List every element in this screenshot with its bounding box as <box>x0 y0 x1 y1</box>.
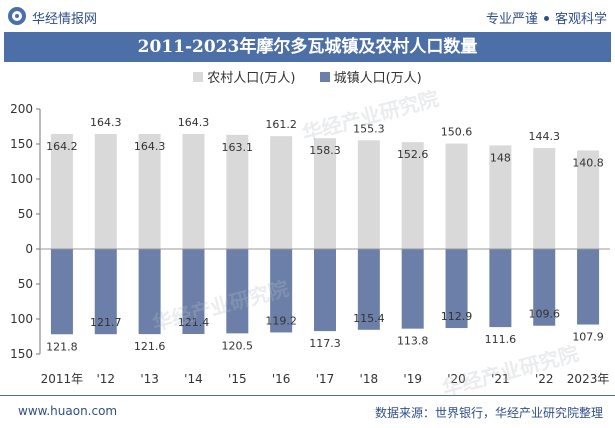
x-tick-label: 2023年 <box>567 372 610 386</box>
bar-urban <box>357 249 380 330</box>
bar-rural <box>270 136 293 249</box>
bar-urban <box>226 249 249 334</box>
x-tick-label: '12 <box>96 372 115 386</box>
legend-item-urban: 城镇人口(万人) <box>319 67 422 86</box>
data-label-rural: 155.3 <box>353 122 385 135</box>
x-tick-label: '15 <box>228 372 247 386</box>
bar-urban <box>50 249 73 335</box>
bar-rural <box>445 143 468 249</box>
x-tick-label: '20 <box>447 372 466 386</box>
bar-urban <box>94 249 117 335</box>
chart-legend: 农村人口(万人) 城镇人口(万人) <box>0 67 615 86</box>
bar-rural <box>226 134 249 249</box>
data-label-urban: 107.9 <box>572 331 604 344</box>
data-label-rural: 150.6 <box>441 126 473 139</box>
tagline: 专业严谨 客观科学 <box>486 8 607 27</box>
bar-rural <box>182 133 205 249</box>
bar-rural <box>489 145 512 249</box>
header-bar: 华经情报网 专业严谨 客观科学 <box>0 0 615 32</box>
footer-url: www.huaon.com <box>18 404 118 418</box>
data-label-rural: 164.3 <box>90 116 122 129</box>
data-label-urban: 120.5 <box>222 339 254 352</box>
data-label-urban: 115.4 <box>353 312 385 325</box>
data-label-urban: 112.9 <box>441 310 473 323</box>
data-label-rural: 152.6 <box>397 148 429 161</box>
bar-rural <box>94 133 117 249</box>
x-tick-label: '13 <box>140 372 159 386</box>
bar-urban <box>489 249 512 328</box>
data-label-urban: 111.6 <box>485 333 517 346</box>
data-label-urban: 121.7 <box>90 316 122 329</box>
x-tick-label: '18 <box>360 372 379 386</box>
bar-urban <box>577 249 600 325</box>
bar-rural <box>357 140 380 249</box>
data-label-rural: 164.3 <box>134 140 166 153</box>
brand-name: 华经情报网 <box>32 12 98 27</box>
data-label-rural: 164.3 <box>178 116 210 129</box>
data-label-urban: 113.8 <box>397 335 429 348</box>
bar-urban <box>445 249 468 329</box>
y-tick-label: 0 <box>25 242 33 256</box>
data-label-rural: 144.3 <box>528 130 560 143</box>
x-tick-label: '17 <box>316 372 335 386</box>
x-tick-label: '14 <box>184 372 203 386</box>
legend-swatch-rural <box>193 71 204 82</box>
logo-icon <box>8 7 26 25</box>
data-label-urban: 109.6 <box>528 308 560 321</box>
y-tick-label: 150 <box>10 347 33 361</box>
chart-title: 2011-2023年摩尔多瓦城镇及农村人口数量 <box>4 32 611 62</box>
tagline-right: 客观科学 <box>554 12 607 27</box>
tagline-left: 专业严谨 <box>485 12 538 27</box>
data-label-rural: 161.2 <box>265 118 297 131</box>
y-tick-label: 200 <box>10 102 33 116</box>
bar-rural <box>533 147 556 249</box>
x-tick-label: '16 <box>272 372 291 386</box>
x-tick-label: '19 <box>403 372 422 386</box>
y-tick-label: 100 <box>10 172 33 186</box>
footer-source: 数据来源：世界银行，华经产业研究院整理 <box>374 406 603 420</box>
x-tick-label: '21 <box>491 372 510 386</box>
bar-rural <box>314 138 336 249</box>
bar-urban <box>314 249 336 332</box>
data-label-urban: 121.8 <box>46 340 78 353</box>
data-label-rural: 148 <box>490 151 511 164</box>
data-label-urban: 119.2 <box>265 314 297 327</box>
bar-rural <box>138 133 161 249</box>
data-label-rural: 158.3 <box>309 144 341 157</box>
bar-urban <box>270 249 293 333</box>
data-label-urban: 121.6 <box>134 340 166 353</box>
y-tick-label: 50 <box>18 277 33 291</box>
data-label-rural: 163.1 <box>222 141 254 154</box>
data-label-rural: 140.8 <box>572 156 604 169</box>
y-tick-label: 100 <box>10 312 33 326</box>
x-tick-label: 2011年 <box>41 372 84 386</box>
legend-item-rural: 农村人口(万人) <box>193 67 295 86</box>
bar-chart: 200 150 100 50 0 50 100 150 164.2 121.8 2011年 164.3… <box>10 102 610 386</box>
bar-rural <box>577 150 600 249</box>
bar-urban <box>533 249 556 326</box>
legend-label-rural: 农村人口(万人) <box>207 71 296 86</box>
x-tick-label: '22 <box>535 372 554 386</box>
y-tick-label: 150 <box>10 137 33 151</box>
bar-rural <box>401 142 424 249</box>
bar-urban <box>401 249 424 329</box>
data-label-rural: 164.2 <box>46 140 78 153</box>
bar-urban <box>138 249 161 335</box>
bar-urban <box>182 249 205 334</box>
data-label-urban: 117.3 <box>309 337 341 350</box>
legend-swatch-urban <box>319 71 330 82</box>
footer: www.huaon.com 数据来源：世界银行，华经产业研究院整理 <box>0 395 615 428</box>
legend-label-urban: 城镇人口(万人) <box>333 71 422 86</box>
data-label-urban: 121.4 <box>178 316 210 329</box>
bar-rural <box>50 134 73 249</box>
bullet-dot-icon <box>543 16 549 21</box>
y-tick-label: 50 <box>18 207 33 221</box>
